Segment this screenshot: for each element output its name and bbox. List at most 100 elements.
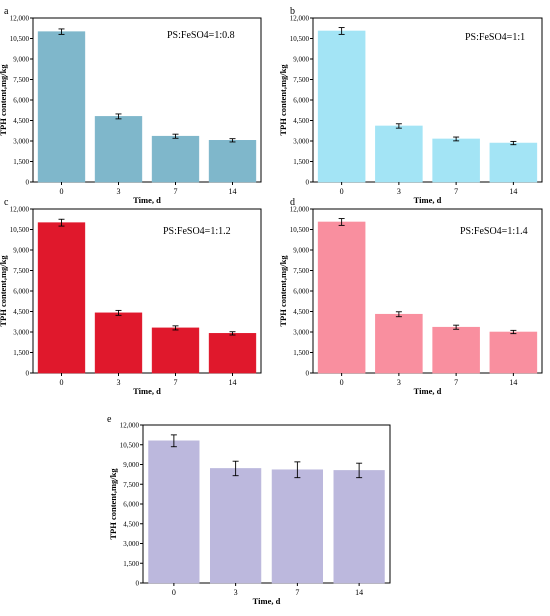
y-tick-label: 1,500 [13, 158, 29, 166]
x-tick-label: 3 [117, 187, 121, 196]
ratio-annotation: PS:FeSO4=1:1 [465, 32, 525, 43]
bar [94, 116, 143, 183]
y-tick-label: 3,000 [123, 540, 139, 548]
x-tick-label: 14 [509, 378, 517, 387]
bar [148, 440, 200, 584]
y-tick-label: 9,000 [13, 56, 29, 64]
y-tick-label: 10,500 [290, 35, 310, 43]
bar [151, 327, 200, 374]
x-tick-label: 3 [397, 187, 401, 196]
y-tick-label: 3,000 [293, 329, 309, 337]
y-tick-label: 1,500 [13, 349, 29, 357]
y-tick-label: 0 [26, 179, 30, 187]
y-tick-label: 3,000 [13, 138, 29, 146]
x-tick-label: 14 [229, 378, 237, 387]
x-tick-label: 7 [295, 588, 299, 597]
panel-c: 0 1,500 3,000 4,500 6,000 7,500 9,000 10,500 12,… [0, 197, 262, 396]
x-tick-label: 7 [174, 378, 178, 387]
bar [432, 326, 480, 374]
x-tick-label: 3 [234, 588, 238, 597]
y-tick-label: 4,500 [123, 520, 139, 528]
x-axis-label: Time, d [253, 596, 281, 606]
y-tick-label: 6,000 [13, 97, 29, 105]
bar [375, 313, 423, 374]
y-tick-label: 1,500 [123, 560, 139, 568]
bar [317, 30, 366, 183]
ratio-annotation: PS:FeSO4=1:1.4 [460, 226, 528, 237]
y-tick-label: 9,000 [123, 461, 139, 469]
y-tick-label: 0 [136, 580, 140, 588]
y-tick-label: 6,000 [293, 97, 309, 105]
bar [37, 31, 86, 183]
y-tick-label: 7,500 [13, 76, 29, 84]
y-tick-label: 0 [306, 179, 310, 187]
x-axis-label: Time, d [414, 195, 442, 205]
y-tick-label: 6,000 [293, 288, 309, 296]
y-tick-label: 6,000 [13, 288, 29, 296]
bar [94, 312, 143, 374]
x-tick-label: 3 [117, 378, 121, 387]
y-tick-label: 12,000 [290, 15, 310, 23]
y-tick-label: 12,000 [290, 206, 310, 214]
bar [37, 222, 86, 374]
x-tick-label: 7 [454, 378, 458, 387]
y-tick-label: 10,500 [10, 226, 30, 234]
y-axis-label: TPH content,mg/kg [278, 255, 288, 327]
y-tick-label: 10,500 [290, 226, 310, 234]
y-tick-label: 12,000 [10, 15, 30, 23]
panel-e: 0 1,500 3,000 4,500 6,000 7,500 9,000 10,500 12,… [107, 414, 391, 606]
y-axis-label: TPH content,mg/kg [0, 64, 8, 136]
y-axis-label: TPH content,mg/kg [0, 255, 8, 327]
y-tick-label: 3,000 [13, 329, 29, 337]
x-axis-label: Time, d [133, 386, 161, 396]
bar [208, 333, 257, 374]
x-tick-label: 0 [340, 378, 344, 387]
y-tick-label: 10,500 [10, 35, 30, 43]
y-tick-label: 7,500 [293, 76, 309, 84]
bar [489, 331, 538, 374]
bar [151, 135, 200, 183]
y-tick-label: 12,000 [10, 206, 30, 214]
panel-d: 0 1,500 3,000 4,500 6,000 7,500 9,000 10,500 12,… [278, 197, 543, 396]
y-tick-label: 7,500 [123, 481, 139, 489]
x-tick-label: 3 [397, 378, 401, 387]
y-tick-label: 0 [26, 370, 30, 378]
panel-b: 0 1,500 3,000 4,500 6,000 7,500 9,000 10,500 12,… [278, 6, 543, 205]
y-tick-label: 0 [306, 370, 310, 378]
y-tick-label: 7,500 [293, 267, 309, 275]
x-tick-label: 0 [172, 588, 176, 597]
y-tick-label: 4,500 [13, 117, 29, 125]
y-tick-label: 7,500 [13, 267, 29, 275]
y-tick-label: 10,500 [120, 441, 140, 449]
x-tick-label: 0 [340, 187, 344, 196]
y-tick-label: 9,000 [13, 247, 29, 255]
bar [489, 142, 538, 183]
x-tick-label: 7 [174, 187, 178, 196]
x-axis-label: Time, d [133, 195, 161, 205]
ratio-annotation: PS:FeSO4=1:1.2 [163, 226, 231, 237]
y-tick-label: 1,500 [293, 158, 309, 166]
panel-letter: e [107, 414, 112, 425]
y-tick-label: 4,500 [293, 117, 309, 125]
y-tick-label: 3,000 [293, 138, 309, 146]
panel-a: 0 1,500 3,000 4,500 6,000 7,500 9,000 10,500 12,… [0, 6, 262, 205]
y-tick-label: 1,500 [293, 349, 309, 357]
panel-letter: d [290, 197, 295, 208]
y-tick-label: 9,000 [293, 56, 309, 64]
y-tick-label: 9,000 [293, 247, 309, 255]
x-tick-label: 0 [60, 378, 64, 387]
panel-letter: a [4, 6, 9, 17]
x-tick-label: 14 [509, 187, 517, 196]
bar [375, 125, 423, 183]
bar [432, 138, 480, 183]
x-axis-label: Time, d [414, 386, 442, 396]
y-tick-label: 4,500 [13, 308, 29, 316]
y-tick-label: 12,000 [120, 422, 140, 430]
panel-letter: c [4, 197, 9, 208]
bar [208, 140, 257, 183]
x-tick-label: 7 [454, 187, 458, 196]
bar [210, 468, 262, 584]
bar [317, 221, 366, 374]
bar [333, 470, 385, 584]
